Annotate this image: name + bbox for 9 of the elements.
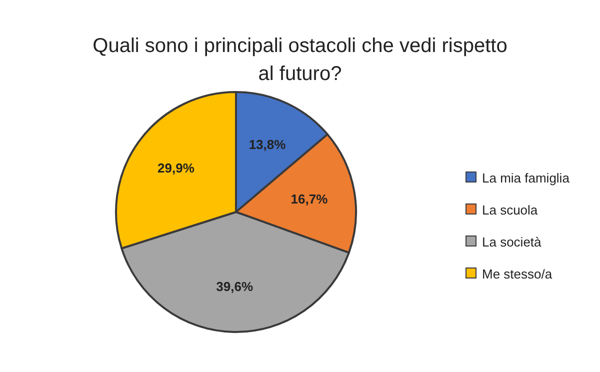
data-label: 39,6%	[216, 278, 254, 294]
legend-label: La mia famiglia	[482, 170, 570, 186]
legend-label: La società	[482, 234, 542, 250]
legend-label: La scuola	[482, 202, 538, 218]
data-label: 29,9%	[158, 160, 195, 176]
data-label: 13,8%	[248, 137, 286, 152]
chart-title: Quali sono i principali ostacoli che vedi rispetto al futuro?	[92, 35, 508, 85]
data-label: 16,7%	[290, 191, 328, 206]
legend-label: Me stesso/a	[482, 266, 553, 282]
